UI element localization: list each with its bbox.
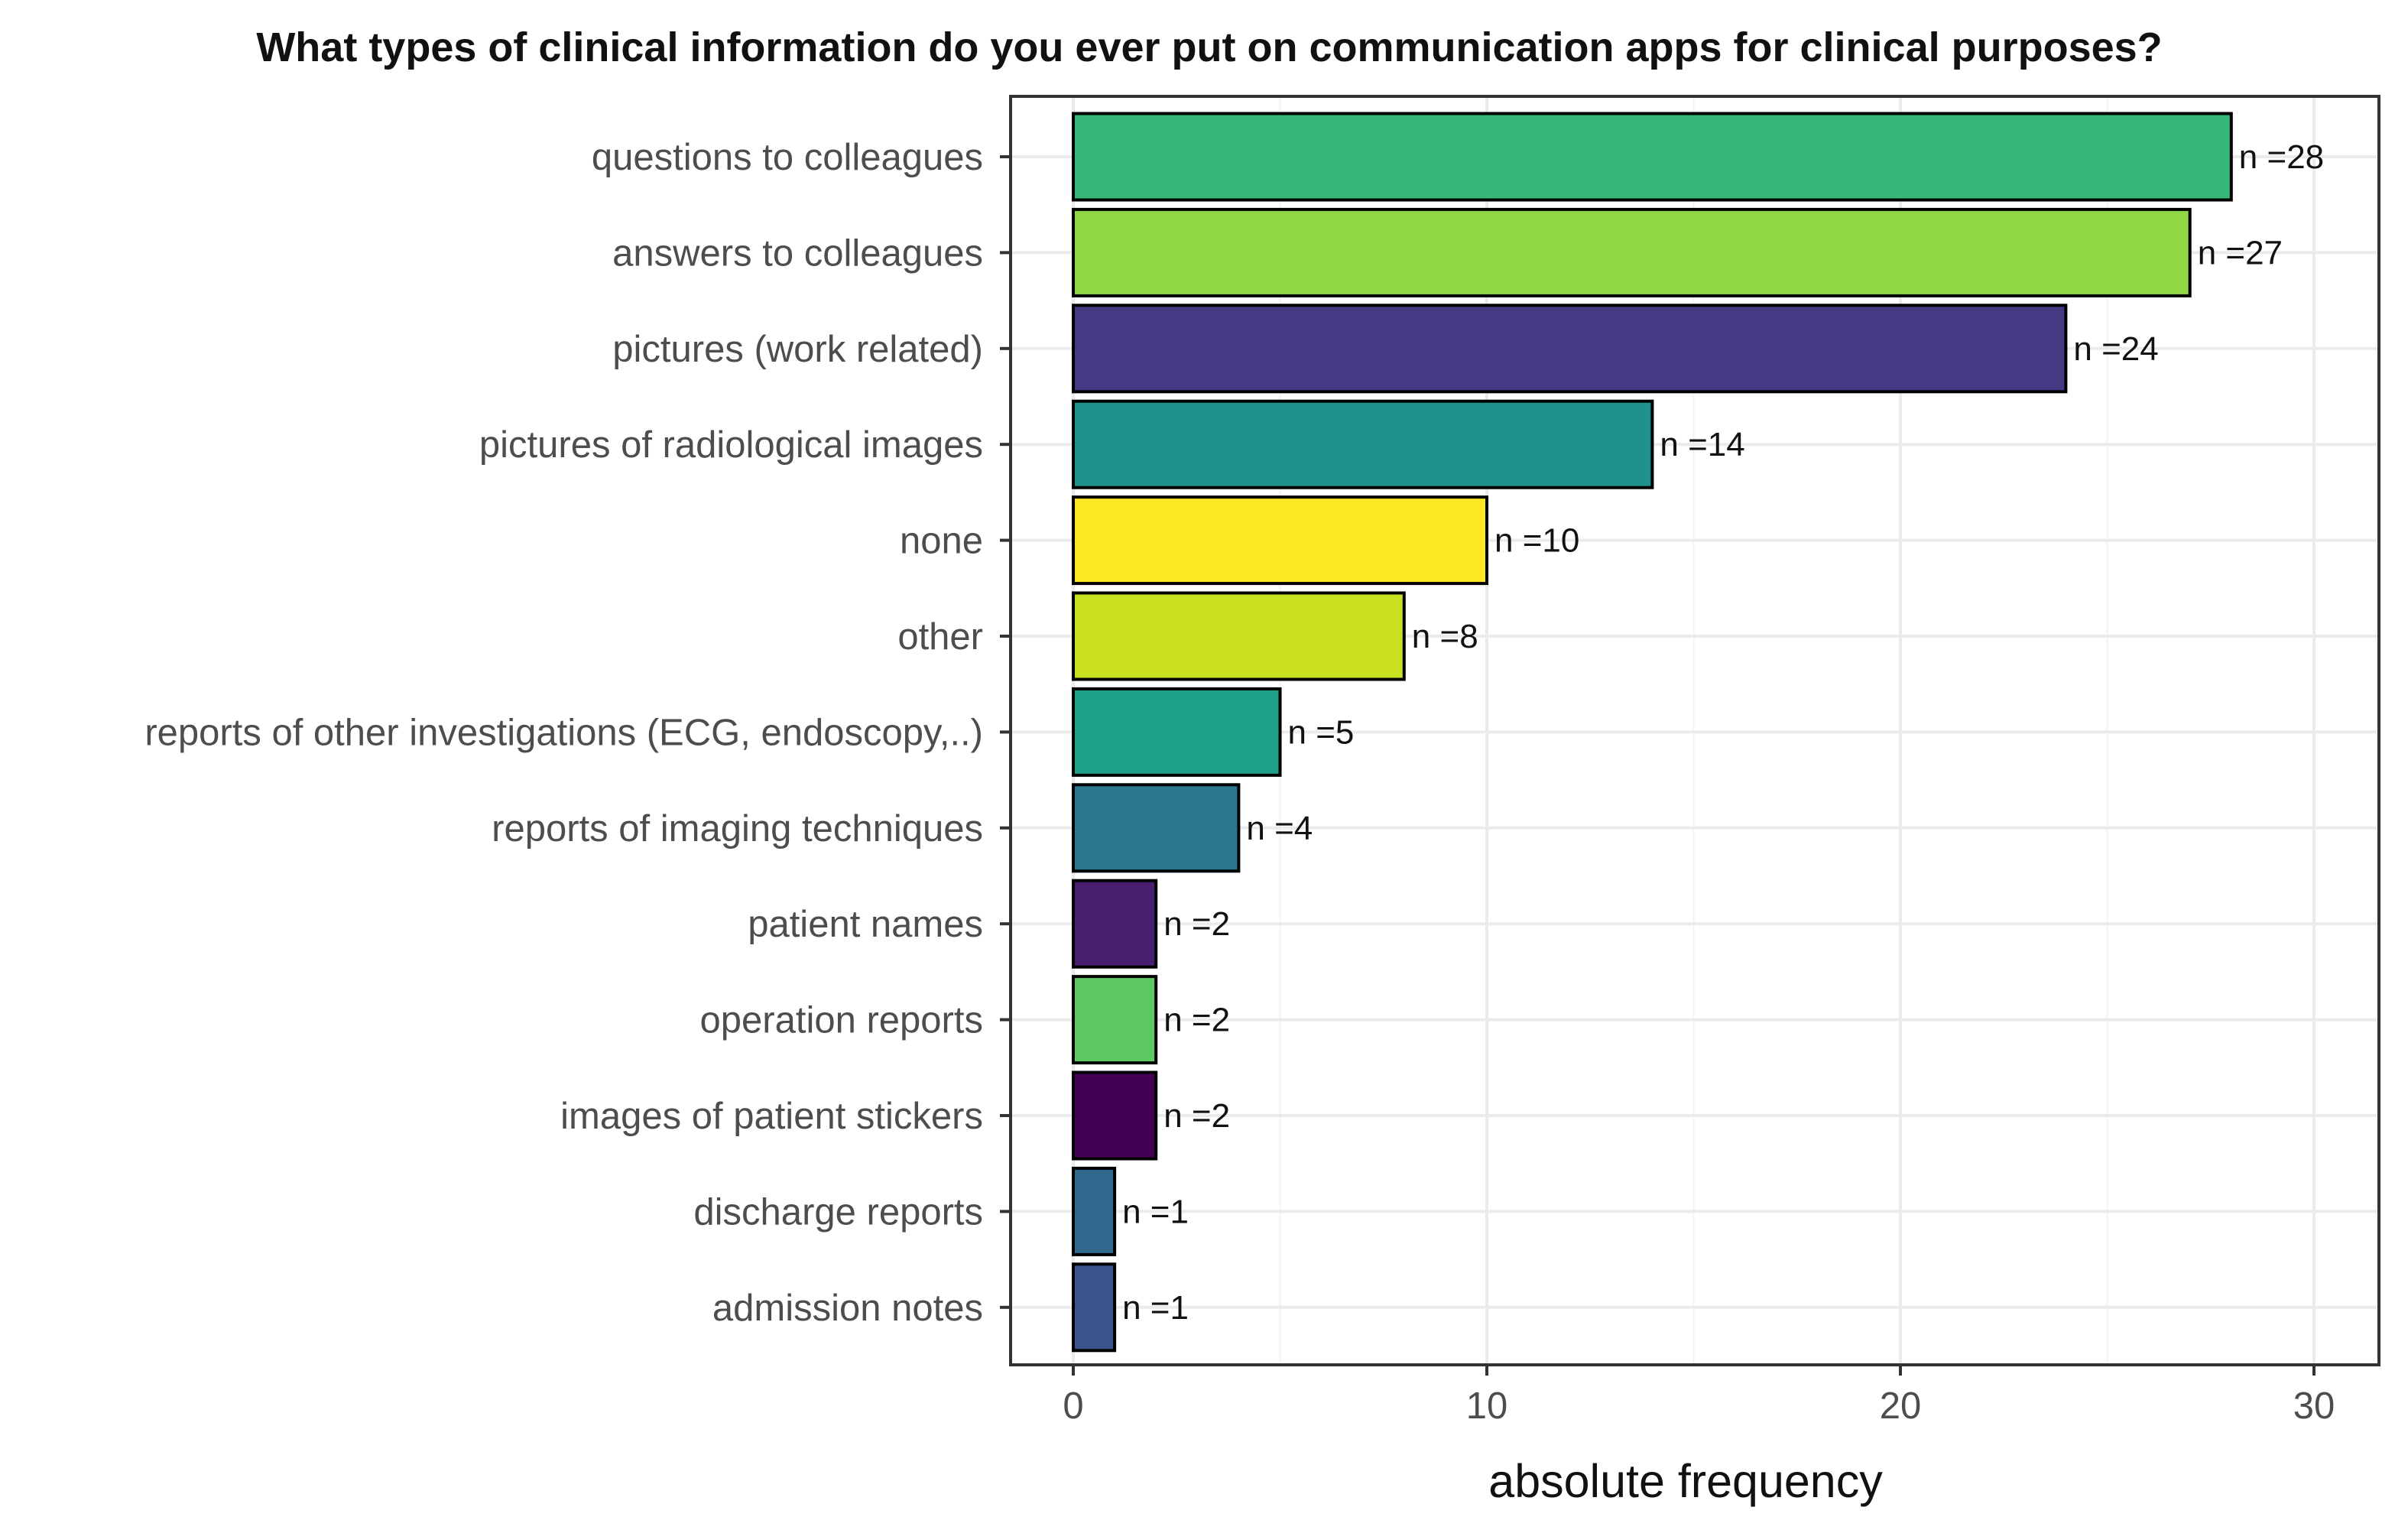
y-tick-label: admission notes — [712, 1288, 983, 1329]
bar-data-label: n =4 — [1246, 810, 1313, 847]
y-tick-label: other — [897, 616, 983, 658]
bar-data-label: n =27 — [2198, 234, 2283, 271]
bar — [1072, 975, 1158, 1065]
x-tick-label: 0 — [1063, 1385, 1083, 1427]
bar — [1072, 1262, 1117, 1353]
bar — [1072, 495, 1488, 586]
y-tick-label: pictures (work related) — [612, 329, 983, 370]
bar — [1072, 112, 2233, 202]
bar-data-label: n =1 — [1122, 1289, 1189, 1327]
bar — [1072, 207, 2192, 297]
bar-data-label: n =2 — [1163, 1097, 1230, 1135]
y-tick-label: images of patient stickers — [560, 1096, 983, 1137]
y-tick-label: reports of other investigations (ECG, en… — [144, 712, 983, 753]
bar — [1072, 1070, 1158, 1161]
bar-data-label: n =8 — [1412, 618, 1478, 655]
chart-title: What types of clinical information do yo… — [256, 24, 2162, 70]
bar — [1072, 304, 2068, 394]
y-axis: questions to colleagues answers to collea… — [144, 137, 1011, 1329]
bar-data-label: n =1 — [1122, 1193, 1189, 1230]
y-tick-label: questions to colleagues — [592, 137, 983, 178]
bar — [1072, 399, 1654, 489]
y-tick-label: patient names — [748, 904, 983, 945]
bar — [1072, 879, 1158, 969]
x-axis: 0 10 20 30 — [1063, 1365, 2335, 1427]
bar — [1072, 687, 1282, 777]
y-tick-label: answers to colleagues — [612, 232, 983, 274]
x-tick-label: 10 — [1466, 1385, 1508, 1427]
bar-data-label: n =2 — [1163, 905, 1230, 943]
bar-data-label: n =14 — [1660, 426, 1744, 463]
bar-data-label: n =2 — [1163, 1002, 1230, 1039]
bar — [1072, 783, 1241, 873]
bar-data-label: n =28 — [2239, 138, 2324, 176]
y-tick-label: reports of imaging techniques — [492, 808, 983, 849]
y-tick-label: none — [900, 521, 983, 562]
bar-data-label: n =24 — [2073, 330, 2158, 368]
x-tick-label: 20 — [1880, 1385, 1922, 1427]
bars — [1072, 112, 2233, 1353]
y-tick-label: discharge reports — [693, 1191, 983, 1233]
x-axis-title: absolute frequency — [1488, 1455, 1883, 1507]
bar-data-label: n =10 — [1494, 522, 1579, 560]
bar — [1072, 591, 1406, 681]
data-labels: n =28 n =27 n =24 n =14 n =10 n =8 n =5 n =4 n =… — [1122, 138, 2324, 1327]
x-tick-label: 30 — [2293, 1385, 2335, 1427]
bar-data-label: n =5 — [1288, 713, 1355, 751]
plot-panel-border — [1009, 95, 2380, 1366]
y-tick-label: operation reports — [700, 1000, 983, 1041]
bar — [1072, 1166, 1117, 1256]
y-tick-label: pictures of radiological images — [479, 424, 983, 466]
